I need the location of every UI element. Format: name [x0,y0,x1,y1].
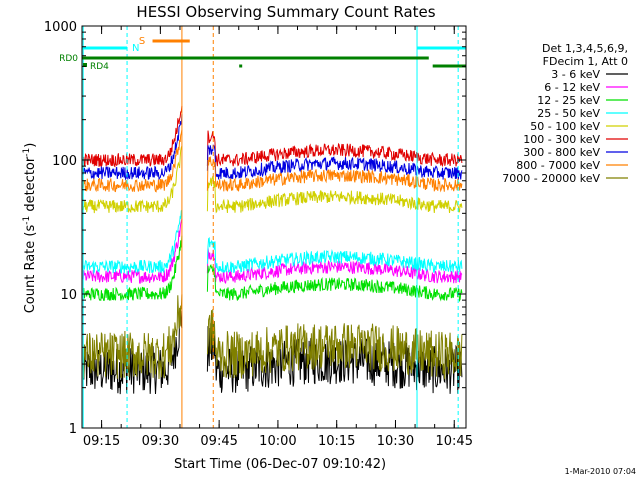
plot-frame [81,25,467,429]
flag-label: N [132,43,139,54]
x-tick-label: 10:45 [436,434,473,449]
legend-entry: 25 - 50 keV [537,107,600,120]
series-line-pre-gap [82,294,183,380]
series-line-pre-gap [82,129,183,193]
series-line-post-gap [206,144,463,180]
series-line-pre-gap [82,105,183,168]
series-line-post-gap [206,247,463,284]
y-tick-label: 10 [60,288,77,303]
y-tick-label: 1 [69,422,77,437]
series-line-post-gap [206,264,463,303]
x-tick-label: 09:15 [83,434,120,449]
series-line-post-gap [206,156,463,193]
footer-date: 1-Mar-2010 07:04 [565,467,636,476]
series-line-pre-gap [82,235,183,302]
flag-dot-RD4 [239,64,243,68]
flag-label: S [139,36,145,47]
series-line-post-gap [206,309,463,380]
y-axis-label: Count Rate (s-1 detector-1) [22,143,38,314]
legend-entry: 800 - 7000 keV [516,159,600,172]
y-tick-label: 1000 [44,20,77,35]
x-tick-label: 10:00 [259,434,296,449]
series-line-pre-gap [82,145,183,214]
legend-entry: 12 - 25 keV [537,94,600,107]
axes-layer: 1 10 100 1000 09:15 09:30 09:45 10:00 10:15 10:30… [44,20,473,449]
x-tick-label: 10:30 [377,434,414,449]
flag-marker-RD4 [83,63,87,67]
x-axis-label: Start Time (06-Dec-07 09:10:42) [174,457,386,472]
legend-entry: 50 - 100 keV [530,120,600,133]
flag-label: RD4 [90,62,109,72]
x-tick-label: 09:30 [142,434,179,449]
legend: Det 1,3,4,5,6,9, FDecim 1, Att 0 3 - 6 k… [502,42,628,185]
legend-header-1: Det 1,3,4,5,6,9, [542,42,628,55]
series-line-post-gap [206,236,463,274]
legend-entry: 7000 - 20000 keV [502,172,600,185]
legend-entry: 3 - 6 keV [551,68,600,81]
y-tick-label: 100 [52,154,77,169]
series-layer [82,105,463,395]
legend-header-2: FDecim 1, Att 0 [543,55,628,68]
series-line-pre-gap [82,114,183,181]
series-line-post-gap [206,175,463,214]
legend-entry: 300 - 800 keV [523,146,600,159]
x-tick-label: 10:15 [318,434,355,449]
legend-entry: 100 - 300 keV [523,133,600,146]
flags-layer: NS RD0 RD4 [59,26,466,428]
flag-label: RD0 [59,54,78,64]
legend-entry: 6 - 12 keV [544,81,600,94]
x-tick-label: 09:45 [200,434,237,449]
series-line-pre-gap [82,209,183,275]
series-line-post-gap [206,130,463,168]
series-line-pre-gap [82,218,183,284]
chart-title: HESSI Observing Summary Count Rates [136,3,435,21]
